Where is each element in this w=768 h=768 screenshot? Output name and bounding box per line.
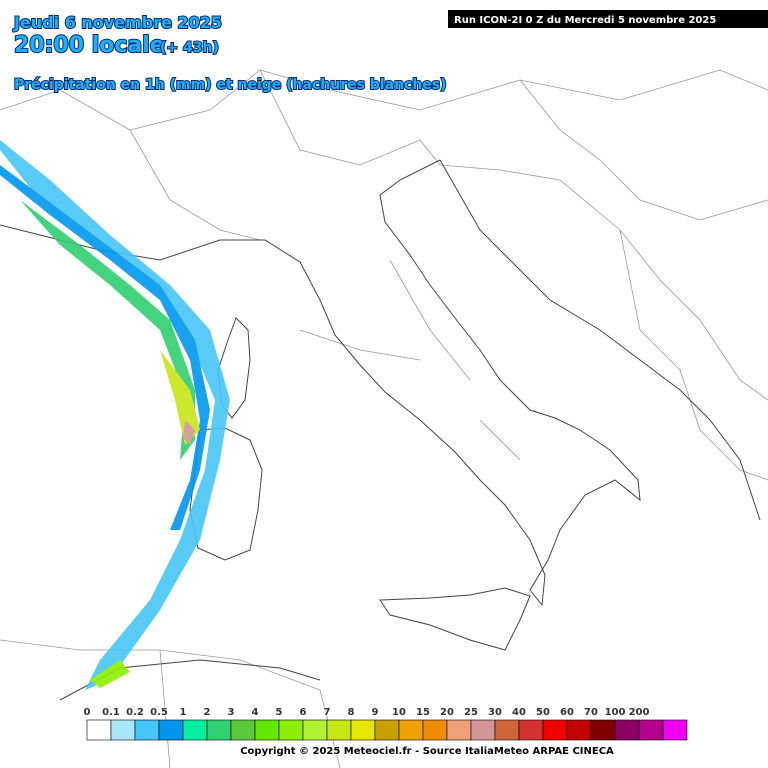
legend-swatch [278, 719, 304, 741]
legend-swatch [350, 719, 376, 741]
legend-swatch [230, 719, 256, 741]
legend-label: 6 [300, 707, 307, 718]
legend-swatch [566, 719, 592, 741]
legend-swatch [182, 719, 208, 741]
legend-label: 30 [488, 707, 502, 718]
run: Run ICON-2I 0 Z du Mercredi 5 novembre 2… [454, 15, 716, 26]
legend-swatch [638, 719, 664, 741]
legend-swatch [86, 719, 112, 741]
legend-swatch [134, 719, 160, 741]
legend-label: 3 [228, 707, 235, 718]
legend-label: 100 [605, 707, 626, 718]
legend-label: 0.5 [150, 707, 168, 718]
legend-label: 8 [348, 707, 355, 718]
legend-label: 50 [536, 707, 550, 718]
legend-swatch [542, 719, 568, 741]
legend-label: 15 [416, 707, 430, 718]
legend-label: 25 [464, 707, 478, 718]
legend-swatch [590, 719, 616, 741]
run-box [448, 10, 768, 28]
legend-label: 60 [560, 707, 574, 718]
legend-label: 4 [252, 707, 259, 718]
legend-label: 10 [392, 707, 406, 718]
legend-label: 0.2 [126, 707, 144, 718]
legend-swatch [158, 719, 184, 741]
legend-label: 7 [324, 707, 331, 718]
coastline [0, 159, 761, 701]
legend-swatch [446, 719, 472, 741]
legend-swatch [398, 719, 424, 741]
product: Précipitation en 1h (mm) et neige (hachu… [14, 77, 447, 93]
precipitation [0, 140, 230, 690]
legend-swatch [518, 719, 544, 741]
legend-swatch [326, 719, 352, 741]
legend-swatch [662, 719, 688, 741]
time: 20:00 locale [14, 33, 165, 58]
date: Jeudi 6 novembre 2025 [13, 13, 222, 32]
legend-swatch [110, 719, 136, 741]
legend-swatch [614, 719, 640, 741]
legend-label: 200 [629, 707, 650, 718]
legend-swatch [494, 719, 520, 741]
legend-label: 9 [372, 707, 379, 718]
legend-swatch [470, 719, 496, 741]
legend-label: 70 [584, 707, 598, 718]
legend-label: 0 [84, 707, 91, 718]
legend-label: 40 [512, 707, 526, 718]
legend-label: 2 [204, 707, 211, 718]
copyright: Copyright © 2025 Meteociel.fr - Source I… [240, 746, 614, 757]
legend-swatch [302, 719, 328, 741]
lead-time: (+ 43h) [160, 40, 219, 56]
legend-swatch [254, 719, 280, 741]
legend-swatch [374, 719, 400, 741]
legend-label: 0.1 [102, 707, 120, 718]
legend-label: 5 [276, 707, 283, 718]
legend-swatch [422, 719, 448, 741]
legend-label: 20 [440, 707, 454, 718]
legend: 0 0.1 0.2 0.5 1 2 3 4 5 6 7 8 9 10 15 20 25 30 40 50 60 70 100… [83, 706, 688, 741]
legend-swatch [206, 719, 232, 741]
legend-label: 1 [180, 707, 187, 718]
